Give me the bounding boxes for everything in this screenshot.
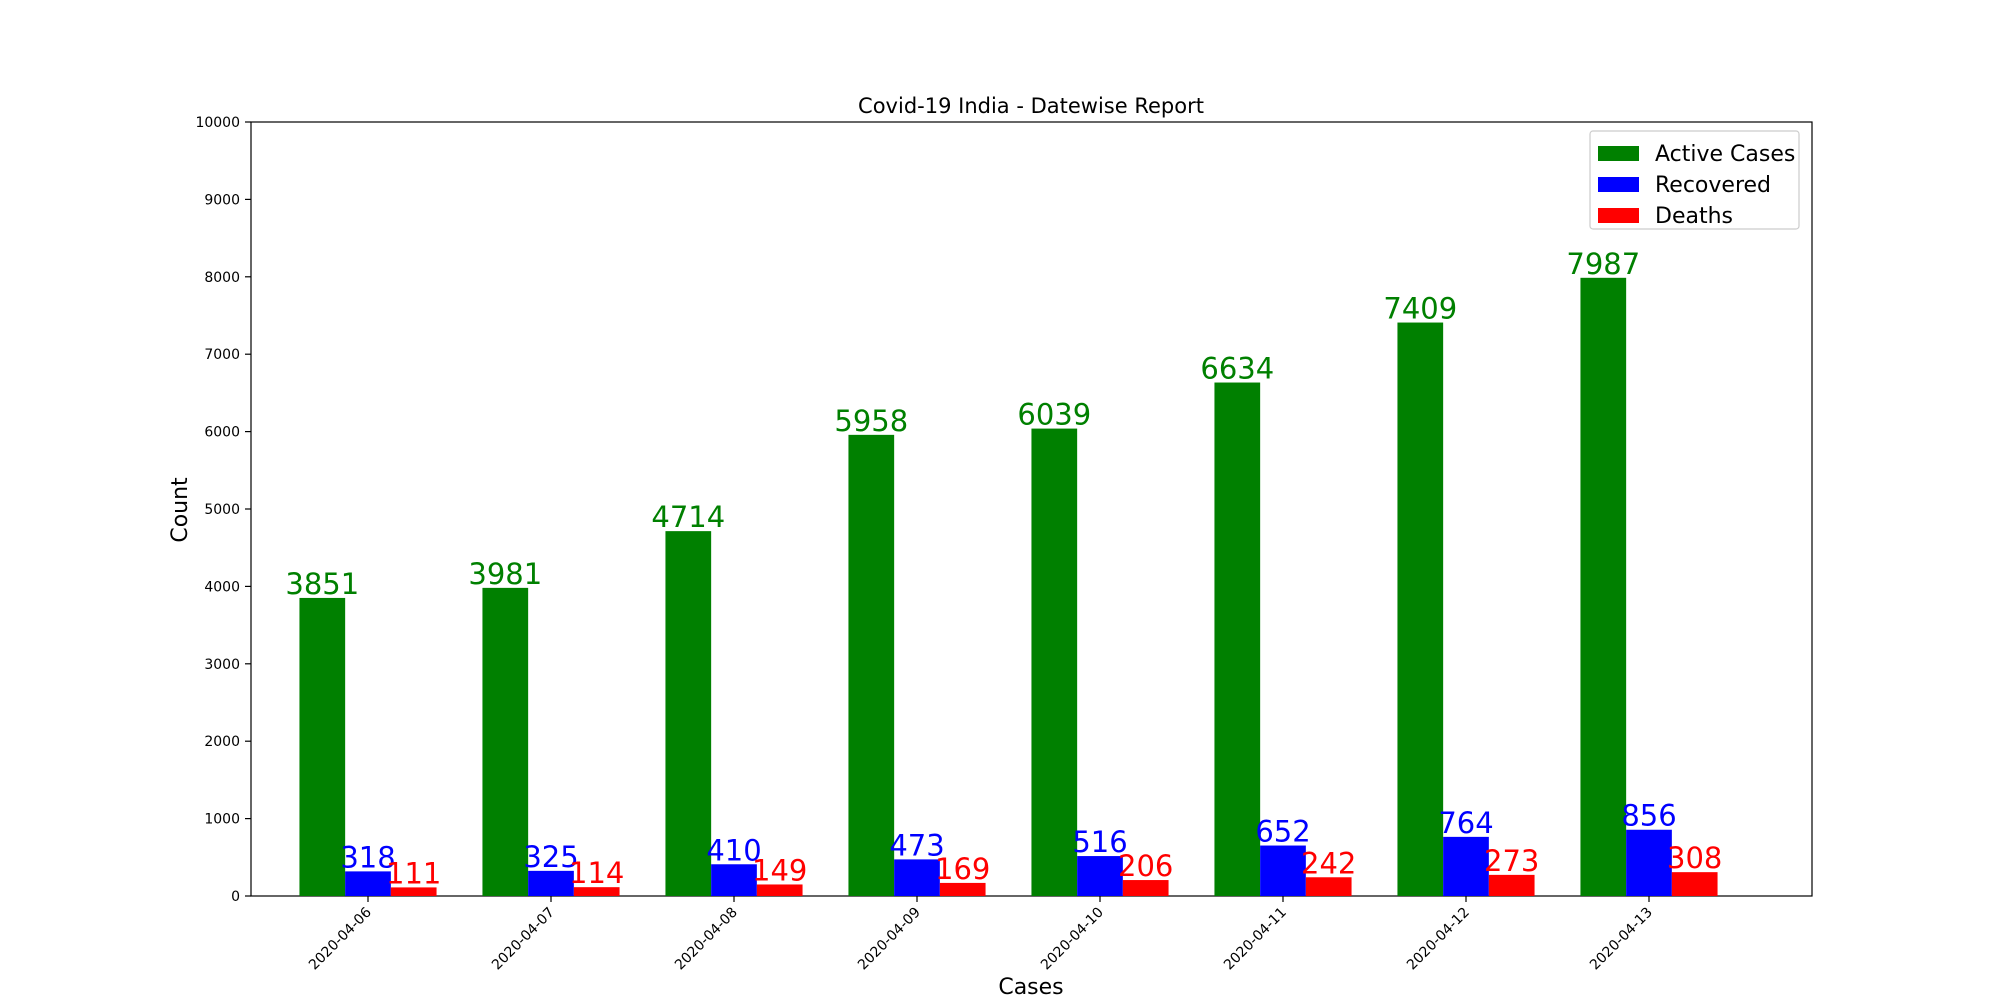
data-label: 325: [523, 840, 578, 874]
data-label: 149: [752, 853, 807, 887]
data-label: 5958: [834, 404, 908, 438]
x-tick-label: 2020-04-08: [672, 905, 741, 974]
bar-deaths: [1305, 877, 1352, 896]
data-label: 516: [1072, 825, 1127, 859]
y-tick-label: 0: [231, 889, 240, 905]
y-tick-label: 4000: [204, 579, 240, 595]
data-label: 764: [1438, 806, 1493, 840]
y-tick-label: 7000: [204, 347, 240, 363]
data-label: 308: [1667, 841, 1722, 875]
bar-active-cases: [1397, 322, 1444, 896]
data-label: 111: [386, 856, 441, 890]
legend-label: Recovered: [1655, 173, 1771, 198]
bar-active-cases: [848, 434, 895, 896]
bar-active-cases: [665, 531, 712, 896]
bar-recovered: [894, 859, 940, 896]
bar-recovered: [1626, 829, 1672, 896]
y-tick-label: 5000: [204, 502, 240, 518]
bar-active-cases: [299, 597, 346, 896]
y-tick-label: 8000: [204, 270, 240, 286]
data-label: 242: [1301, 846, 1356, 880]
legend-swatch: [1598, 146, 1639, 161]
x-tick-label: 2020-04-07: [489, 905, 558, 974]
bar-deaths: [756, 884, 803, 896]
bar-deaths: [390, 887, 437, 896]
x-tick-label: 2020-04-12: [1404, 905, 1473, 974]
legend-swatch: [1598, 177, 1639, 192]
y-tick-label: 3000: [204, 657, 240, 673]
data-label: 273: [1484, 844, 1539, 878]
legend: Active Cases Recovered Deaths: [1589, 130, 1800, 230]
data-label: 3981: [468, 557, 542, 591]
bar-active-cases: [1214, 382, 1261, 896]
bar-deaths: [1488, 874, 1535, 896]
legend-label: Deaths: [1655, 204, 1733, 229]
data-label: 114: [569, 856, 624, 890]
bar-deaths: [573, 887, 620, 896]
bar-recovered: [1077, 856, 1123, 896]
data-label: 3851: [285, 567, 359, 601]
legend-box: [1589, 130, 1800, 230]
y-tick-label: 9000: [204, 192, 240, 208]
data-label: 6039: [1017, 398, 1091, 432]
x-tick-label: 2020-04-10: [1038, 905, 1107, 974]
y-tick-label: 10000: [195, 115, 240, 131]
bar-active-cases: [1031, 428, 1078, 896]
bar-recovered: [1443, 836, 1489, 896]
bar-active-cases: [482, 587, 529, 896]
data-label: 318: [340, 840, 395, 874]
y-tick-label: 2000: [204, 734, 240, 750]
data-label: 7987: [1566, 247, 1640, 281]
data-label: 652: [1255, 815, 1310, 849]
y-axis-title: Count: [168, 477, 193, 543]
data-label: 6634: [1200, 352, 1274, 386]
y-tick-label: 1000: [204, 812, 240, 828]
x-tick-label: 2020-04-11: [1221, 905, 1290, 974]
bar-deaths: [939, 882, 986, 896]
legend-label: Active Cases: [1655, 142, 1795, 167]
data-label: 856: [1621, 799, 1676, 833]
x-tick-label: 2020-04-06: [306, 904, 375, 973]
data-label: 7409: [1383, 292, 1457, 326]
data-label: 169: [935, 852, 990, 886]
plot-area: 0 1000 2000 3000 4000 5000 6000 7000 8000 9000 100…: [195, 115, 1813, 974]
data-label: 4714: [651, 500, 725, 534]
x-tick-label: 2020-04-09: [855, 905, 924, 974]
bar-deaths: [1671, 872, 1718, 896]
bar-recovered: [345, 871, 391, 896]
data-label: 206: [1118, 849, 1173, 883]
bar-recovered: [1260, 845, 1306, 896]
x-tick-label: 2020-04-13: [1587, 905, 1656, 974]
legend-swatch: [1598, 208, 1639, 223]
x-axis-title: Cases: [998, 975, 1063, 1000]
bar-recovered: [711, 864, 757, 896]
y-tick-label: 6000: [204, 425, 240, 441]
bar-recovered: [528, 870, 574, 896]
data-label: 410: [706, 833, 761, 867]
chart-title: Covid-19 India - Datewise Report: [858, 94, 1204, 118]
data-label: 473: [889, 828, 944, 862]
bar-active-cases: [1580, 277, 1627, 896]
bar-deaths: [1122, 880, 1169, 896]
